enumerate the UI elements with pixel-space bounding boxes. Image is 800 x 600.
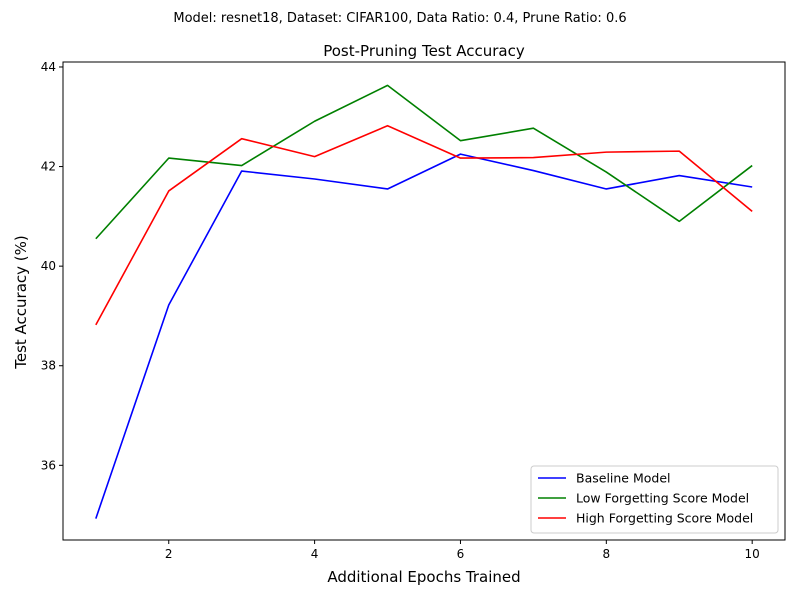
- x-tick-label-4: 10: [745, 547, 760, 561]
- legend-box: [530, 465, 779, 534]
- y-tick-label-0: 36: [41, 458, 56, 472]
- x-tick-label-3: 8: [603, 547, 611, 561]
- y-tick-label-3: 42: [41, 160, 56, 174]
- legend: Baseline Model Low Forgetting Score Model…: [530, 465, 779, 534]
- chart-title: Post-Pruning Test Accuracy: [323, 42, 525, 60]
- legend-label-0: Baseline Model: [576, 471, 671, 486]
- x-tick-label-0: 2: [165, 547, 173, 561]
- series-line-0: [95, 153, 753, 519]
- y-axis-label: Test Accuracy (%): [12, 235, 30, 370]
- x-axis-label: Additional Epochs Trained: [327, 568, 520, 586]
- legend-label-1: Low Forgetting Score Model: [576, 491, 749, 506]
- y-tick-label-2: 40: [41, 259, 56, 273]
- plot-area: 2 4 6 8 10 36 38 40 42 44: [41, 60, 786, 561]
- series-line-2: [95, 124, 753, 326]
- figure-suptitle: Model: resnet18, Dataset: CIFAR100, Data…: [173, 11, 626, 26]
- x-tick-label-2: 6: [457, 547, 465, 561]
- x-tick-label-1: 4: [311, 547, 319, 561]
- axes-frame: [62, 61, 786, 541]
- legend-label-2: High Forgetting Score Model: [576, 511, 753, 526]
- y-tick-label-1: 38: [41, 359, 56, 373]
- y-tick-label-4: 44: [41, 60, 56, 74]
- series-line-1: [95, 84, 753, 240]
